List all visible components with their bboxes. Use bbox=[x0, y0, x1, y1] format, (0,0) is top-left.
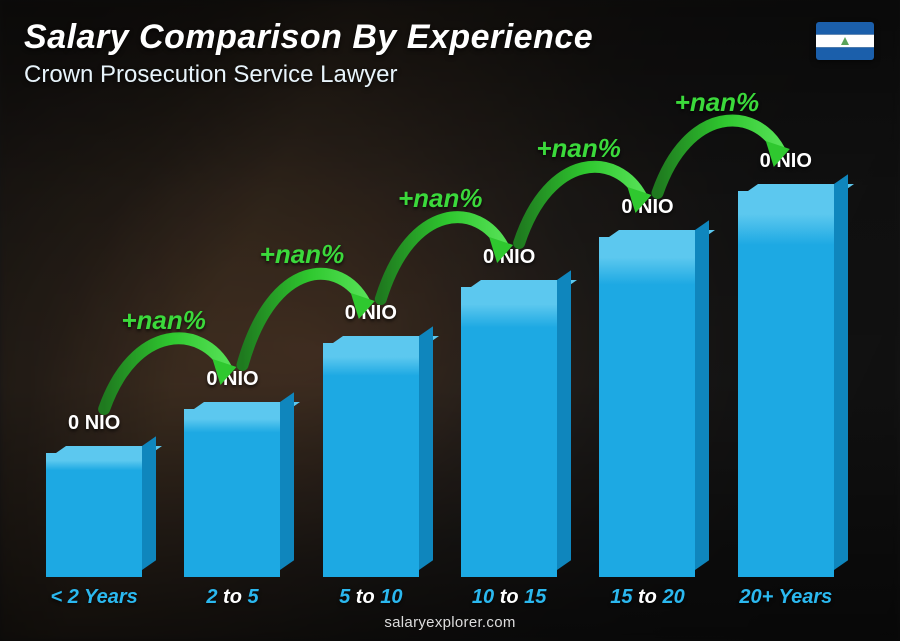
category-label: 10 to 15 bbox=[472, 586, 547, 609]
country-flag-nicaragua bbox=[816, 22, 874, 60]
category-label: 5 to 10 bbox=[339, 586, 402, 609]
bar-slot: 0 NIO20+ Years bbox=[726, 110, 846, 577]
bar-chart: 0 NIO< 2 Years0 NIO2 to 50 NIO5 to 100 N… bbox=[28, 110, 852, 577]
bar-value-label: 0 NIO bbox=[621, 196, 673, 219]
category-label: < 2 Years bbox=[51, 586, 138, 609]
category-label: 20+ Years bbox=[739, 586, 832, 609]
bar-front bbox=[46, 453, 142, 577]
bar-value-label: 0 NIO bbox=[68, 412, 120, 435]
bar-side-face bbox=[280, 392, 294, 570]
chart-title: Salary Comparison By Experience bbox=[24, 18, 876, 57]
bar bbox=[323, 343, 419, 577]
pct-increase-label: +nan% bbox=[260, 239, 345, 270]
bar bbox=[461, 287, 557, 577]
pct-increase-label: +nan% bbox=[121, 305, 206, 336]
pct-increase-label: +nan% bbox=[536, 133, 621, 164]
bar-front bbox=[599, 237, 695, 577]
footer-attribution: salaryexplorer.com bbox=[0, 614, 900, 631]
header: Salary Comparison By Experience Crown Pr… bbox=[24, 18, 876, 89]
bar-slot: 0 NIO2 to 5 bbox=[172, 110, 292, 577]
category-label: 2 to 5 bbox=[206, 586, 258, 609]
bar-side-face bbox=[557, 270, 571, 570]
bar-slot: 0 NIO< 2 Years bbox=[34, 110, 154, 577]
bar bbox=[184, 409, 280, 577]
bar-slot: 0 NIO10 to 15 bbox=[449, 110, 569, 577]
bar-front bbox=[461, 287, 557, 577]
bar bbox=[599, 237, 695, 577]
bar-side-face bbox=[142, 436, 156, 570]
bar-front bbox=[738, 191, 834, 577]
bar-front bbox=[184, 409, 280, 577]
bars-container: 0 NIO< 2 Years0 NIO2 to 50 NIO5 to 100 N… bbox=[28, 110, 852, 577]
flag-icon bbox=[816, 22, 874, 60]
bar-side-face bbox=[419, 326, 433, 570]
bar-slot: 0 NIO15 to 20 bbox=[587, 110, 707, 577]
bar bbox=[738, 191, 834, 577]
pct-increase-label: +nan% bbox=[398, 183, 483, 214]
bar-front bbox=[323, 343, 419, 577]
bar-value-label: 0 NIO bbox=[483, 246, 535, 269]
bar-value-label: 0 NIO bbox=[345, 302, 397, 325]
bar bbox=[46, 453, 142, 577]
bar-value-label: 0 NIO bbox=[206, 368, 258, 391]
category-label: 15 to 20 bbox=[610, 586, 685, 609]
bar-slot: 0 NIO5 to 10 bbox=[311, 110, 431, 577]
pct-increase-label: +nan% bbox=[675, 87, 760, 118]
chart-subtitle: Crown Prosecution Service Lawyer bbox=[24, 61, 876, 89]
bar-side-face bbox=[695, 220, 709, 570]
bar-value-label: 0 NIO bbox=[760, 150, 812, 173]
bar-side-face bbox=[834, 174, 848, 570]
